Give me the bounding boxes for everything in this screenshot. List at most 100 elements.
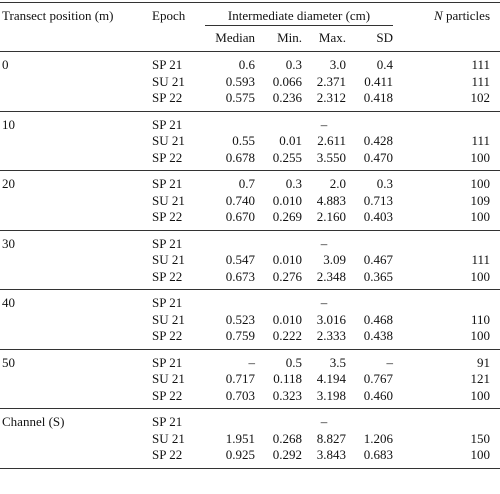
cell: 0.222 bbox=[272, 328, 302, 343]
cell: 111 bbox=[471, 133, 491, 148]
position: 0 bbox=[0, 51, 150, 74]
table-row: SP 22 0.703 0.323 3.198 0.460 100 bbox=[0, 388, 500, 409]
epoch: SP 21 bbox=[150, 110, 205, 133]
subheader: SD bbox=[376, 29, 394, 45]
cell: 3.550 bbox=[316, 149, 346, 165]
n-symbol: N bbox=[434, 8, 443, 23]
cell: 0.066 bbox=[272, 73, 302, 89]
header-position: Transect position (m) bbox=[2, 8, 114, 23]
cell: 3.5 bbox=[302, 348, 346, 371]
cell bbox=[346, 229, 394, 252]
cell: 4.194 bbox=[316, 371, 346, 386]
position: 20 bbox=[0, 170, 150, 193]
cell bbox=[255, 229, 302, 252]
cell: 100 bbox=[470, 447, 491, 462]
cell: 0.4 bbox=[346, 51, 394, 74]
epoch: SP 21 bbox=[150, 51, 205, 74]
table-row: SP 22 0.575 0.236 2.312 0.418 102 bbox=[0, 90, 500, 111]
cell: 0.593 bbox=[225, 73, 255, 89]
table-row: SP 22 0.678 0.255 3.550 0.470 100 bbox=[0, 150, 500, 171]
cell bbox=[346, 408, 394, 431]
cell: 0.236 bbox=[272, 90, 302, 105]
cell: 0.276 bbox=[272, 268, 302, 284]
cell: 121 bbox=[470, 371, 491, 386]
cell bbox=[255, 110, 302, 133]
epoch: SU 21 bbox=[152, 311, 185, 327]
table-row: 40 SP 21 – bbox=[0, 289, 500, 312]
cell: 0.269 bbox=[272, 209, 302, 224]
header-epoch: Epoch bbox=[152, 8, 186, 23]
cell: 0.5 bbox=[255, 348, 302, 371]
cell: 102 bbox=[470, 90, 491, 105]
table-row: SP 22 0.670 0.269 2.160 0.403 100 bbox=[0, 209, 500, 230]
cell: 2.333 bbox=[316, 328, 346, 343]
cell: 2.160 bbox=[316, 209, 346, 224]
cell: 0.292 bbox=[272, 447, 302, 462]
n-text: particles bbox=[445, 8, 491, 23]
cell bbox=[205, 229, 255, 252]
cell: 150 bbox=[470, 430, 491, 446]
cell: 0.713 bbox=[363, 192, 394, 208]
epoch: SP 22 bbox=[152, 90, 183, 105]
cell: 100 bbox=[470, 328, 491, 343]
cell: 0.3 bbox=[255, 51, 302, 74]
epoch: SP 22 bbox=[152, 149, 183, 165]
cell: 0.575 bbox=[225, 90, 255, 105]
cell: 3.0 bbox=[302, 51, 346, 74]
cell: 111 bbox=[471, 73, 491, 89]
cell: 100 bbox=[470, 209, 491, 224]
cell: 0.678 bbox=[225, 149, 255, 165]
cell: 8.827 bbox=[316, 430, 346, 446]
epoch: SP 21 bbox=[150, 229, 205, 252]
cell: 0.3 bbox=[346, 170, 394, 193]
cell: 2.371 bbox=[316, 73, 346, 89]
cell: 1.951 bbox=[225, 430, 255, 446]
cell: 0.470 bbox=[363, 149, 394, 165]
empty-cell bbox=[0, 371, 150, 388]
cell: – bbox=[302, 229, 346, 252]
table-row: 20 SP 21 0.7 0.3 2.0 0.3 100 bbox=[0, 170, 500, 193]
position: 40 bbox=[0, 289, 150, 312]
cell: 4.883 bbox=[316, 192, 346, 208]
table-row: SU 21 0.593 0.066 2.371 0.411 111 bbox=[0, 74, 500, 91]
cell bbox=[255, 289, 302, 312]
position: 30 bbox=[0, 229, 150, 252]
cell: 0.3 bbox=[255, 170, 302, 193]
cell bbox=[205, 289, 255, 312]
table-row: SU 21 0.740 0.010 4.883 0.713 109 bbox=[0, 193, 500, 210]
epoch: SP 21 bbox=[150, 408, 205, 431]
epoch: SU 21 bbox=[152, 371, 185, 386]
empty-cell bbox=[0, 447, 150, 468]
position: 10 bbox=[0, 110, 150, 133]
cell: 3.843 bbox=[316, 447, 346, 462]
cell: 0.418 bbox=[363, 90, 394, 105]
empty-cell bbox=[0, 150, 150, 171]
subheader: Median bbox=[215, 29, 255, 45]
cell: 2.611 bbox=[317, 133, 346, 148]
table-row: SP 22 0.673 0.276 2.348 0.365 100 bbox=[0, 269, 500, 290]
cell: 0.268 bbox=[272, 430, 302, 446]
epoch: SP 22 bbox=[152, 328, 183, 343]
epoch: SP 21 bbox=[150, 348, 205, 371]
epoch: SP 21 bbox=[150, 170, 205, 193]
cell: – bbox=[205, 348, 255, 371]
cell: 0.365 bbox=[363, 268, 394, 284]
cell: 0.523 bbox=[225, 311, 255, 327]
epoch: SU 21 bbox=[152, 73, 185, 89]
cell bbox=[255, 408, 302, 431]
cell: – bbox=[346, 348, 394, 371]
empty-cell bbox=[0, 328, 150, 349]
table-row: SU 21 0.717 0.118 4.194 0.767 121 bbox=[0, 371, 500, 388]
cell: 2.0 bbox=[302, 170, 346, 193]
cell: 0.010 bbox=[272, 311, 302, 327]
cell: 100 bbox=[470, 149, 491, 165]
table-row: SU 21 0.523 0.010 3.016 0.468 110 bbox=[0, 312, 500, 329]
empty-cell bbox=[0, 74, 150, 91]
cell: 0.683 bbox=[363, 447, 394, 462]
cell: 0.467 bbox=[363, 252, 394, 267]
empty-cell bbox=[0, 312, 150, 329]
epoch: SP 22 bbox=[152, 209, 183, 224]
cell bbox=[393, 229, 500, 252]
cell: – bbox=[302, 408, 346, 431]
